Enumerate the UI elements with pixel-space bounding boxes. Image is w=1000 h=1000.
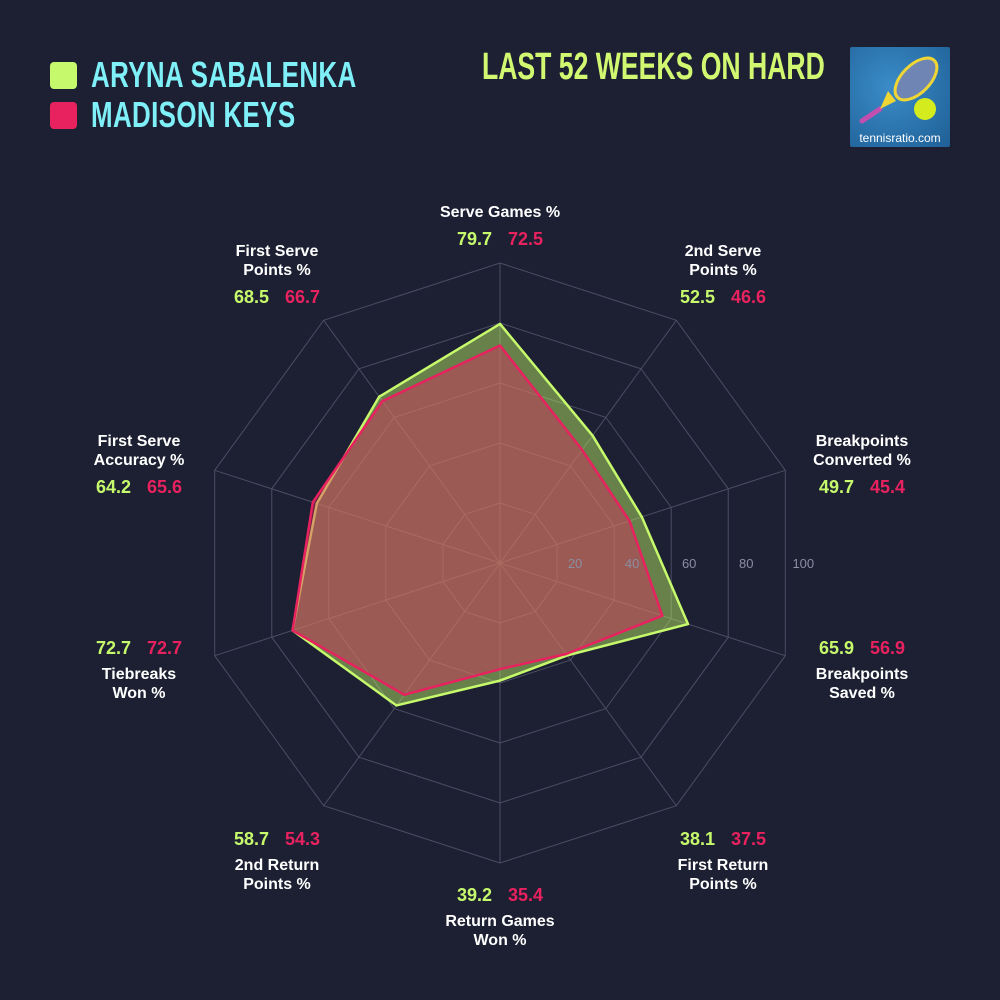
legend-label: MADISON KEYS	[91, 94, 296, 135]
axis-label: Breakpoints Converted % 49.7 45.4	[811, 432, 913, 504]
axis-values: 58.7 54.3	[226, 828, 328, 850]
value-sabalenka: 64.2	[95, 477, 131, 497]
value-keys: 72.7	[147, 638, 183, 658]
axis-values: 39.2 35.4	[449, 884, 551, 906]
axis-line	[323, 562, 501, 806]
axis-title: Tiebreaks Won %	[101, 666, 177, 702]
legend-label: ARYNA SABALENKA	[91, 54, 357, 95]
axis-title: Return Games Won %	[445, 913, 555, 949]
axis-title: 2nd Serve Points %	[684, 243, 762, 279]
axis-title: First Serve Points %	[235, 243, 319, 279]
value-sabalenka: 68.5	[233, 287, 269, 307]
axis-line	[499, 562, 677, 806]
axis-title: First Serve Accuracy %	[93, 433, 185, 469]
axis-label: First Serve Accuracy % 64.2 65.6	[88, 432, 190, 504]
logo-text: tennisratio.com	[859, 131, 941, 145]
value-keys: 65.6	[147, 477, 183, 497]
legend: ARYNA SABALENKA MADISON KEYS	[50, 52, 460, 135]
tennis-racket-icon	[859, 56, 939, 124]
legend-swatch-keys	[50, 101, 77, 129]
axis-label: First Serve Points % 68.5 66.7	[226, 242, 328, 314]
value-sabalenka: 52.5	[679, 287, 715, 307]
value-keys: 45.4	[870, 477, 906, 497]
value-keys: 66.7	[285, 287, 321, 307]
value-sabalenka: 79.7	[456, 229, 492, 249]
series-polygon-keys	[291, 344, 664, 697]
axis-line	[214, 469, 501, 564]
axis-title: 2nd Return Points %	[234, 857, 320, 893]
axis-values: 79.7 72.5	[449, 228, 551, 250]
axis-line	[214, 562, 501, 657]
value-sabalenka: 39.2	[456, 885, 492, 905]
value-keys: 37.5	[731, 829, 767, 849]
axis-label: Tiebreaks Won % 72.7 72.7	[88, 637, 190, 703]
value-keys: 56.9	[870, 638, 906, 658]
tick-label: 60	[682, 556, 696, 571]
chart-title: LAST 52 WEEKS ON HARD	[482, 46, 825, 88]
tick-label: 20	[568, 556, 582, 571]
value-keys: 46.6	[731, 287, 767, 307]
axis-values: 49.7 45.4	[811, 476, 913, 498]
axis-values: 52.5 46.6	[672, 286, 774, 308]
axis-label: 2nd Return Points % 58.7 54.3	[226, 828, 328, 894]
axis-label: Return Games Won % 39.2 35.4	[445, 884, 554, 950]
axis-values: 38.1 37.5	[672, 828, 774, 850]
axis-line	[499, 562, 786, 657]
value-sabalenka: 38.1	[679, 829, 715, 849]
value-sabalenka: 58.7	[233, 829, 269, 849]
value-sabalenka: 65.9	[818, 638, 854, 658]
value-sabalenka: 49.7	[818, 477, 854, 497]
legend-swatch-sabalenka	[50, 61, 77, 89]
value-keys: 72.5	[507, 229, 544, 249]
tick-label: 40	[625, 556, 639, 571]
tick-label: 80	[739, 556, 753, 571]
axis-label: Breakpoints Saved % 65.9 56.9	[811, 637, 913, 703]
axis-label: Serve Games % 79.7 72.5	[440, 203, 560, 256]
legend-item-keys: MADISON KEYS	[50, 92, 460, 138]
axis-line	[323, 320, 501, 564]
axis-values: 72.7 72.7	[88, 637, 190, 659]
tick-label: 100	[792, 556, 814, 571]
axis-line	[499, 320, 677, 564]
axis-values: 65.9 56.9	[811, 637, 913, 659]
axis-title: Breakpoints Saved %	[815, 666, 909, 702]
axis-values: 68.5 66.7	[226, 286, 328, 308]
legend-item-sabalenka: ARYNA SABALENKA	[50, 52, 460, 98]
axis-label: 2nd Serve Points % 52.5 46.6	[672, 242, 774, 314]
axis-title: Serve Games %	[439, 204, 561, 221]
axis-title: First Return Points %	[677, 857, 769, 893]
value-sabalenka: 72.7	[95, 638, 131, 658]
value-keys: 54.3	[285, 829, 321, 849]
axis-values: 64.2 65.6	[88, 476, 190, 498]
value-keys: 35.4	[508, 885, 544, 905]
tennisratio-logo: tennisratio.com	[850, 47, 950, 147]
axis-title: Breakpoints Converted %	[813, 433, 911, 469]
axis-label: First Return Points % 38.1 37.5	[672, 828, 774, 894]
